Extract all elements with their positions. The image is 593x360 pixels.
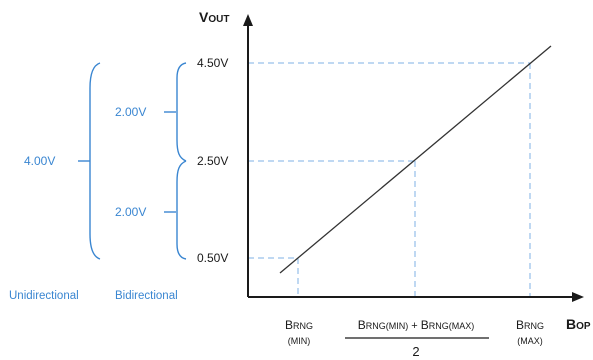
x-axis-title-main: B (566, 316, 576, 332)
x-tick-mid-s2: RNG(MAX) (429, 321, 475, 331)
x-axis-arrow-icon (572, 292, 584, 302)
x-tick-label-max: BRNG (516, 318, 544, 332)
x-tick-mid-b1: B (358, 318, 366, 332)
x-tick-mid-s1: RNG(MIN) (366, 321, 409, 331)
x-tick-max-main: B (516, 318, 524, 332)
x-tick-label-mid-numerator: BRNG(MIN) + BRNG(MAX) (358, 318, 475, 332)
axes (243, 14, 584, 302)
x-tick-max-sub: RNG (524, 321, 544, 331)
y-tick-label-450: 4.50V (197, 56, 228, 70)
x-tick-min-main: B (285, 318, 293, 332)
x-tick-min-sub: RNG (293, 321, 313, 331)
y-axis-title: VOUT (199, 9, 229, 25)
x-tick-mid-b2: B (421, 318, 429, 332)
y-tick-label-050: 0.50V (197, 251, 228, 265)
y-axis-arrow-icon (243, 14, 253, 26)
x-tick-label-min: BRNG (285, 318, 313, 332)
bidirectional-lower-brace (176, 160, 187, 260)
unidirectional-brace (89, 62, 101, 260)
guide-lines (248, 62, 531, 297)
x-tick-label-min-paren: (MIN) (288, 336, 311, 346)
x-tick-mid-plus: + (408, 320, 421, 332)
x-axis-title: BOP (566, 316, 591, 332)
y-axis-title-sub: OUT (208, 14, 229, 25)
y-tick-label-250: 2.50V (197, 154, 228, 168)
unidirectional-value: 4.00V (24, 154, 55, 168)
x-tick-label-mid-denominator: 2 (412, 344, 419, 359)
bidirectional-upper-value: 2.00V (115, 105, 146, 119)
unidirectional-brace-group (78, 62, 101, 260)
bidirectional-lower-value: 2.00V (115, 205, 146, 219)
bidirectional-braces (164, 62, 187, 260)
transfer-line (279, 45, 552, 274)
bidirectional-upper-brace (176, 62, 187, 162)
y-axis-title-main: V (199, 9, 209, 25)
bidirectional-label: Bidirectional (115, 290, 178, 302)
unidirectional-label: Unidirectional (9, 290, 79, 302)
x-axis-title-sub: OP (576, 321, 591, 332)
x-tick-label-max-paren: (MAX) (517, 336, 543, 346)
